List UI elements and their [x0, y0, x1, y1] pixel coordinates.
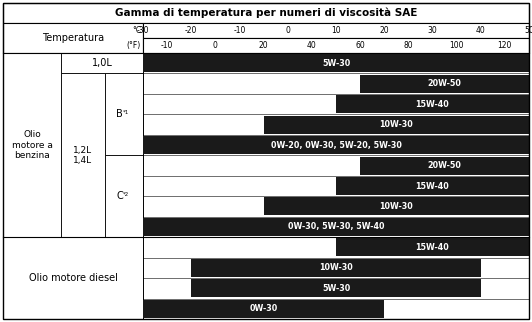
Text: 5W-30: 5W-30	[322, 59, 350, 68]
Bar	[143, 278, 529, 298]
Bar	[3, 3, 529, 23]
Text: 20: 20	[379, 26, 389, 35]
Bar	[336, 95, 529, 113]
Text: 20W-50: 20W-50	[428, 79, 461, 88]
Bar	[264, 197, 529, 215]
Bar	[143, 258, 529, 278]
Text: (°F): (°F)	[127, 41, 141, 50]
Text: -30: -30	[137, 26, 149, 35]
Text: 15W-40: 15W-40	[415, 243, 450, 252]
Text: 60: 60	[355, 41, 365, 50]
Text: 40: 40	[476, 26, 486, 35]
Bar	[143, 23, 529, 38]
Bar	[143, 136, 529, 154]
Text: 10W-30: 10W-30	[319, 263, 353, 272]
Text: 0: 0	[285, 26, 290, 35]
Bar	[191, 279, 481, 297]
Bar	[3, 53, 61, 237]
Bar	[143, 38, 529, 53]
Bar	[336, 177, 529, 195]
Text: 10: 10	[331, 26, 341, 35]
Text: 20W-50: 20W-50	[428, 161, 461, 170]
Bar	[360, 156, 529, 175]
Bar	[61, 73, 105, 237]
Text: 0: 0	[213, 41, 218, 50]
Bar	[143, 135, 529, 155]
Bar	[143, 298, 529, 319]
Text: C: C	[117, 191, 123, 201]
Text: 0W-20, 0W-30, 5W-20, 5W-30: 0W-20, 0W-30, 5W-20, 5W-30	[271, 141, 402, 150]
Bar	[143, 94, 529, 114]
Bar	[143, 54, 529, 72]
Bar	[3, 237, 143, 319]
Text: 80: 80	[404, 41, 413, 50]
Bar	[143, 176, 529, 196]
Text: 20: 20	[259, 41, 269, 50]
Text: 1,0L: 1,0L	[92, 58, 112, 68]
Text: 5W-30: 5W-30	[322, 284, 350, 293]
Bar	[143, 217, 529, 237]
Bar	[61, 53, 143, 73]
Text: 10W-30: 10W-30	[379, 202, 413, 211]
Bar	[143, 53, 529, 73]
Bar	[105, 155, 143, 237]
Text: *1: *1	[123, 110, 129, 115]
Text: 1,2L
1,4L: 1,2L 1,4L	[73, 146, 93, 165]
Bar	[191, 259, 481, 277]
Bar	[143, 196, 529, 217]
Bar	[3, 23, 143, 53]
Text: 50: 50	[524, 26, 532, 35]
Bar	[105, 73, 143, 155]
Text: 15W-40: 15W-40	[415, 99, 450, 109]
Bar	[143, 73, 529, 94]
Bar	[360, 75, 529, 93]
Text: *2: *2	[123, 192, 129, 197]
Bar	[143, 114, 529, 135]
Bar	[336, 238, 529, 256]
Text: Olio
motore a
benzina: Olio motore a benzina	[12, 130, 53, 160]
Text: -10: -10	[161, 41, 173, 50]
Text: Gamma di temperatura per numeri di viscosità SAE: Gamma di temperatura per numeri di visco…	[115, 8, 417, 18]
Text: 40: 40	[307, 41, 317, 50]
Text: 0W-30, 5W-30, 5W-40: 0W-30, 5W-30, 5W-40	[288, 223, 384, 232]
Text: 120: 120	[498, 41, 512, 50]
Text: B: B	[117, 109, 123, 119]
Bar	[143, 300, 384, 318]
Bar	[264, 116, 529, 134]
Text: 0W-30: 0W-30	[250, 304, 278, 313]
Text: -10: -10	[234, 26, 246, 35]
Text: 15W-40: 15W-40	[415, 182, 450, 191]
Text: -20: -20	[185, 26, 197, 35]
Text: 30: 30	[428, 26, 437, 35]
Bar	[143, 237, 529, 258]
Text: 100: 100	[450, 41, 464, 50]
Text: 10W-30: 10W-30	[379, 120, 413, 129]
Text: Temperatura: Temperatura	[42, 33, 104, 43]
Bar	[143, 218, 529, 236]
Bar	[143, 155, 529, 176]
Text: °C: °C	[132, 26, 141, 35]
Text: Olio motore diesel: Olio motore diesel	[29, 273, 118, 283]
